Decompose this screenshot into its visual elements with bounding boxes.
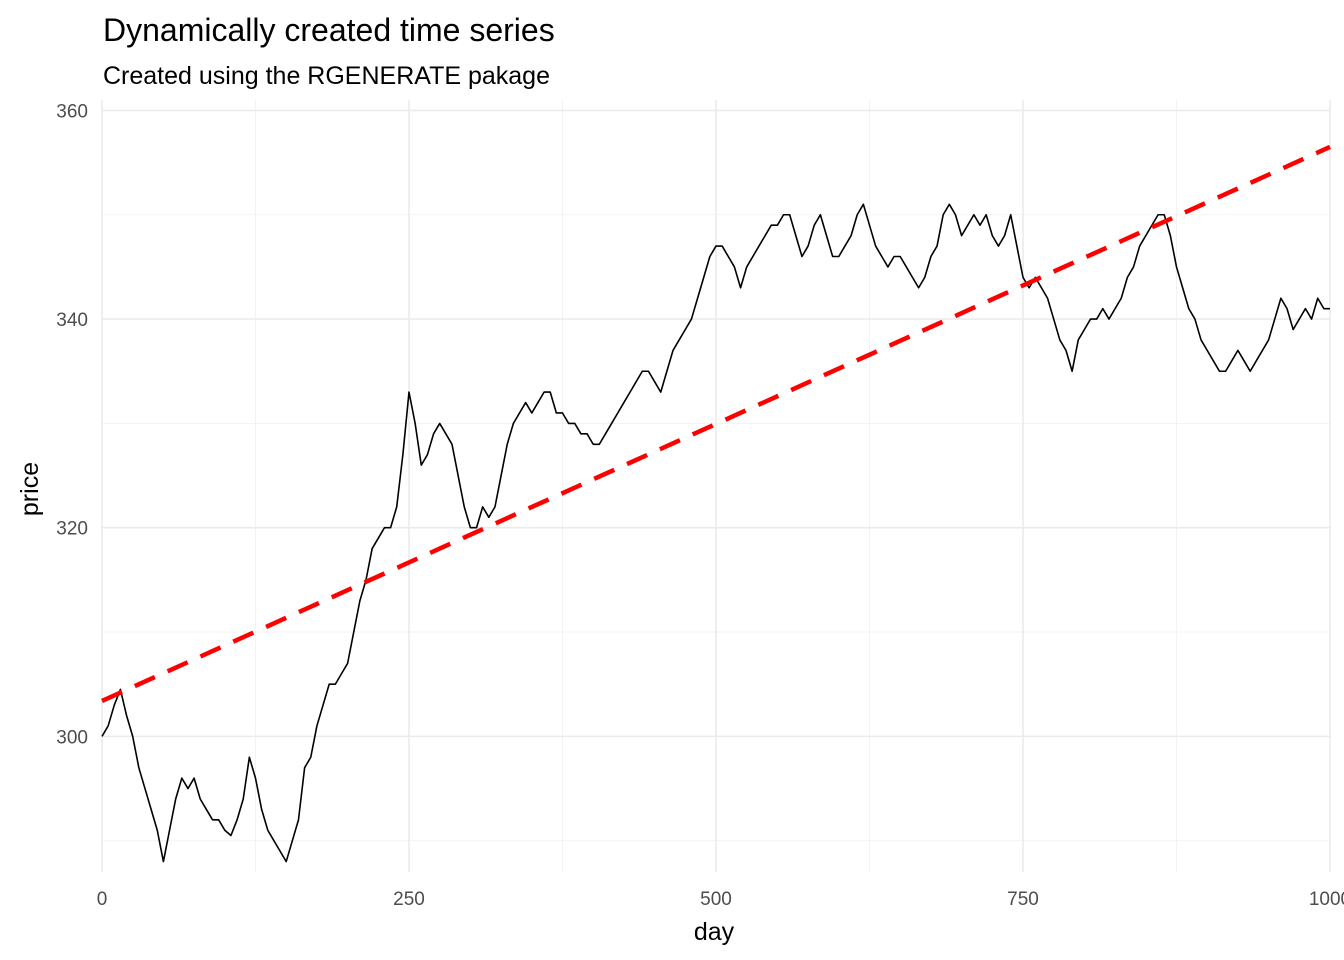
x-tick-label: 0	[97, 889, 108, 910]
tick-labels: 0 250 500 750 1000 300 320 340 360	[56, 101, 1344, 910]
trend-line	[101, 144, 1331, 703]
x-tick-label: 750	[1007, 889, 1039, 910]
x-axis-label: day	[694, 918, 735, 946]
series-layer	[101, 144, 1331, 863]
y-tick-label: 360	[56, 101, 88, 122]
y-axis-label: price	[16, 462, 44, 516]
chart-title: Dynamically created time series	[103, 12, 555, 48]
grid	[101, 100, 1331, 872]
x-tick-label: 1000	[1309, 889, 1344, 910]
x-tick-label: 250	[393, 889, 425, 910]
y-tick-label: 340	[56, 310, 88, 331]
x-tick-label: 500	[700, 889, 732, 910]
chart-subtitle: Created using the RGENERATE pakage	[103, 62, 550, 90]
y-tick-label: 300	[56, 727, 88, 748]
price-series-line	[101, 203, 1330, 863]
y-tick-label: 320	[56, 519, 88, 540]
